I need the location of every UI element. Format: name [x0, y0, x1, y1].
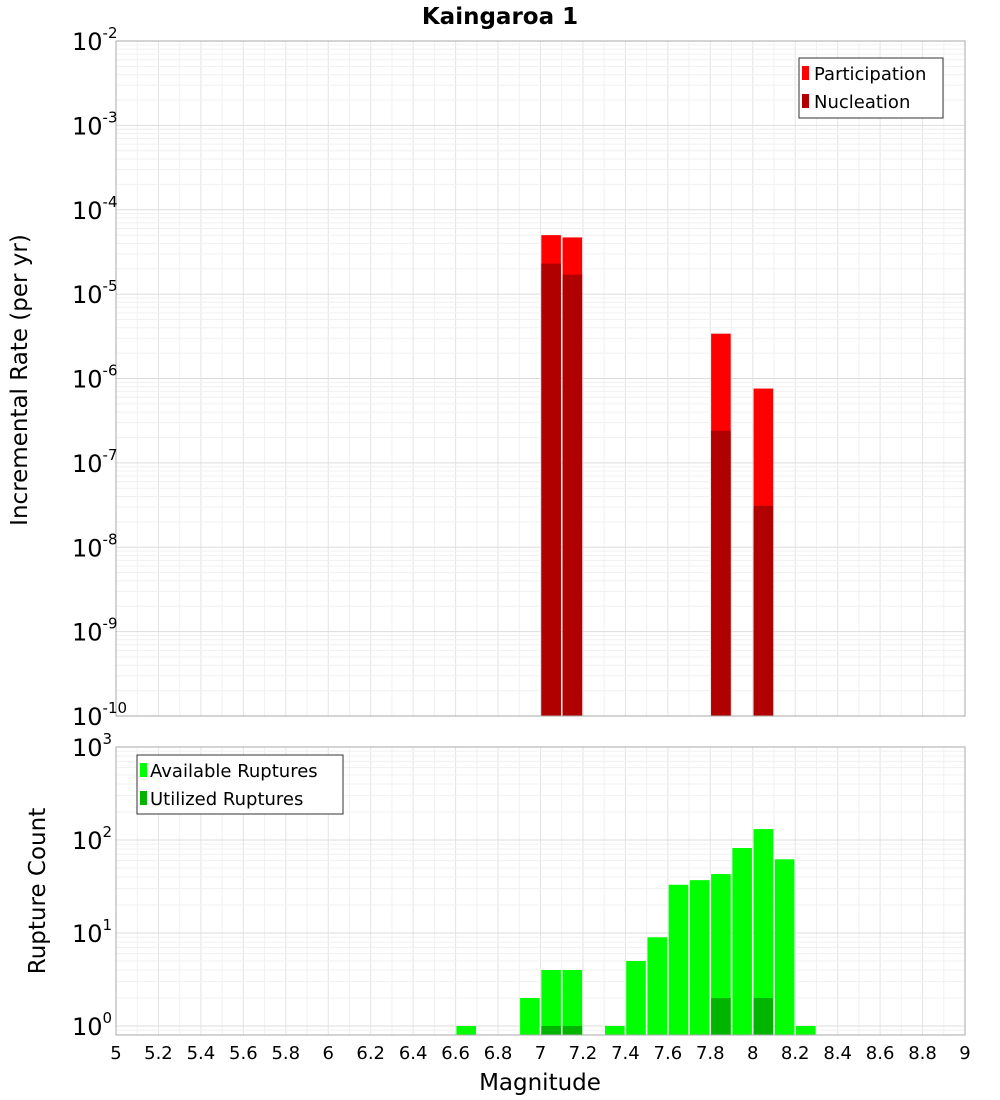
legend-swatch-participation — [802, 66, 809, 80]
bar-nucleation — [541, 263, 561, 716]
x-tick-label: 8.8 — [908, 1043, 937, 1064]
bar-available-ruptures — [689, 880, 710, 1035]
x-tick-labels: 5 5.2 5.4 5.6 5.8 6 6.2 6.4 6.6 6.8 7 7.2 7.4 7.6 7.8 8… — [110, 1043, 970, 1064]
legend-swatch-utilized-ruptures — [140, 791, 147, 805]
legend-label-utilized-ruptures: Utilized Ruptures — [150, 789, 303, 810]
x-tick-label: 5 — [110, 1043, 121, 1064]
y-tick-label: 10-4 — [72, 193, 118, 225]
bar-nucleation — [711, 430, 731, 716]
x-tick-label: 7.2 — [569, 1043, 598, 1064]
chart-title: Kaingaroa 1 — [422, 4, 578, 30]
legend-label-available-ruptures: Available Ruptures — [150, 761, 318, 782]
x-tick-label: 5.8 — [271, 1043, 300, 1064]
top-legend-box — [798, 57, 944, 119]
bar-available-ruptures — [668, 884, 689, 1035]
x-tick-label: 6.8 — [484, 1043, 513, 1064]
x-tick-label: 5.2 — [144, 1043, 173, 1064]
bottom-legend-box — [136, 754, 344, 815]
x-tick-label: 7 — [535, 1043, 546, 1064]
bar-available-ruptures — [604, 1025, 625, 1035]
bottom-plot-bars — [456, 829, 816, 1035]
bar-nucleation — [562, 274, 583, 716]
bar-available-ruptures — [796, 1025, 816, 1035]
y-tick-label: 100 — [72, 1009, 112, 1041]
x-tick-label: 7.6 — [654, 1043, 683, 1064]
y-tick-label: 10-7 — [72, 446, 118, 478]
top-legend: Participation Nucleation — [798, 57, 944, 119]
x-tick-label: 8.6 — [866, 1043, 895, 1064]
bar-available-ruptures — [562, 969, 583, 1035]
y-tick-label: 10-8 — [72, 530, 118, 562]
legend-swatch-nucleation — [802, 94, 809, 108]
bar-utilized-ruptures — [562, 1025, 583, 1035]
y-tick-label: 101 — [72, 916, 112, 948]
top-plot-frame — [115, 40, 966, 717]
x-tick-label: 8.2 — [781, 1043, 810, 1064]
top-plot-grid — [116, 41, 965, 717]
legend-label-nucleation: Nucleation — [814, 92, 910, 113]
x-axis-label: Magnitude — [479, 1070, 601, 1096]
y-tick-label: 10-10 — [72, 699, 127, 731]
x-tick-label: 7.8 — [696, 1043, 725, 1064]
y-tick-label: 10-3 — [72, 108, 118, 140]
y-tick-label: 10-9 — [72, 615, 118, 647]
x-tick-label: 7.4 — [611, 1043, 640, 1064]
x-tick-label: 5.4 — [187, 1043, 216, 1064]
x-tick-label: 6 — [323, 1043, 334, 1064]
bar-available-ruptures — [520, 997, 540, 1035]
bottom-y-axis-label: Rupture Count — [25, 808, 51, 974]
x-tick-label: 5.6 — [229, 1043, 258, 1064]
bar-available-ruptures — [711, 874, 731, 1035]
y-tick-label: 103 — [72, 730, 112, 762]
bar-utilized-ruptures — [753, 997, 774, 1035]
legend-label-participation: Participation — [814, 64, 926, 85]
y-tick-label: 10-6 — [72, 362, 118, 394]
bottom-plot-frame — [115, 746, 966, 1036]
bar-available-ruptures — [732, 848, 752, 1035]
bar-nucleation — [753, 505, 774, 716]
bar-utilized-ruptures — [711, 997, 731, 1035]
x-tick-label: 8.4 — [823, 1043, 852, 1064]
x-tick-label: 9 — [959, 1043, 970, 1064]
y-tick-label: 102 — [72, 823, 112, 855]
legend-swatch-available-ruptures — [140, 763, 147, 777]
top-plot-bars — [541, 235, 774, 716]
bar-available-ruptures — [753, 829, 774, 1035]
x-tick-label: 6.2 — [356, 1043, 385, 1064]
bar-available-ruptures — [456, 1025, 477, 1035]
x-tick-label: 6.4 — [399, 1043, 428, 1064]
bottom-y-tick-labels: 100 101 102 103 — [72, 730, 112, 1041]
x-tick-label: 8 — [747, 1043, 758, 1064]
bar-available-ruptures — [541, 969, 561, 1035]
top-y-axis-label: Incremental Rate (per yr) — [7, 234, 33, 526]
bar-available-ruptures — [647, 937, 668, 1035]
bar-available-ruptures — [774, 859, 795, 1035]
bottom-legend: Available Ruptures Utilized Ruptures — [136, 754, 344, 815]
bar-available-ruptures — [626, 960, 646, 1035]
top-y-tick-labels: 10-10 10-9 10-8 10-7 10-6 10-5 10-4 10-3 10-2 — [72, 24, 127, 731]
y-tick-label: 10-2 — [72, 24, 118, 56]
x-tick-label: 6.6 — [441, 1043, 470, 1064]
y-tick-label: 10-5 — [72, 277, 118, 309]
bar-utilized-ruptures — [541, 1025, 561, 1035]
bottom-plot-grid — [116, 747, 965, 1036]
